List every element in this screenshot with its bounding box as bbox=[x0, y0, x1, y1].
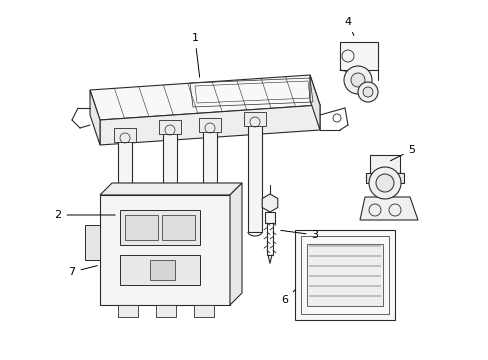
Polygon shape bbox=[118, 305, 138, 317]
Polygon shape bbox=[120, 210, 200, 245]
Polygon shape bbox=[306, 244, 382, 306]
Polygon shape bbox=[125, 215, 158, 240]
Polygon shape bbox=[156, 305, 176, 317]
Text: 7: 7 bbox=[68, 266, 97, 277]
Polygon shape bbox=[85, 225, 100, 260]
Text: 1: 1 bbox=[191, 33, 199, 77]
Polygon shape bbox=[369, 155, 399, 173]
Polygon shape bbox=[120, 255, 200, 285]
Polygon shape bbox=[199, 118, 221, 132]
Polygon shape bbox=[100, 105, 319, 145]
Polygon shape bbox=[162, 215, 195, 240]
Polygon shape bbox=[163, 130, 177, 230]
Polygon shape bbox=[114, 128, 136, 142]
Polygon shape bbox=[159, 120, 181, 134]
Polygon shape bbox=[90, 75, 319, 120]
Circle shape bbox=[350, 73, 364, 87]
Text: 6: 6 bbox=[281, 290, 294, 305]
Text: 4: 4 bbox=[344, 17, 353, 35]
Polygon shape bbox=[309, 75, 319, 130]
Text: 5: 5 bbox=[390, 145, 415, 161]
Text: 3: 3 bbox=[280, 230, 318, 240]
Polygon shape bbox=[247, 122, 262, 232]
Circle shape bbox=[375, 174, 393, 192]
Polygon shape bbox=[194, 305, 214, 317]
Polygon shape bbox=[90, 90, 100, 145]
Polygon shape bbox=[244, 112, 265, 126]
Circle shape bbox=[343, 66, 371, 94]
Text: 2: 2 bbox=[54, 210, 115, 220]
Polygon shape bbox=[262, 194, 277, 212]
Circle shape bbox=[357, 82, 377, 102]
Polygon shape bbox=[100, 195, 229, 305]
Polygon shape bbox=[264, 212, 274, 223]
Polygon shape bbox=[339, 42, 377, 70]
Polygon shape bbox=[203, 128, 217, 233]
Polygon shape bbox=[150, 260, 175, 280]
Polygon shape bbox=[118, 138, 132, 233]
Polygon shape bbox=[229, 183, 242, 305]
Polygon shape bbox=[365, 173, 403, 183]
Polygon shape bbox=[359, 197, 417, 220]
Polygon shape bbox=[294, 230, 394, 320]
Circle shape bbox=[362, 87, 372, 97]
Polygon shape bbox=[100, 183, 242, 195]
Circle shape bbox=[368, 167, 400, 199]
